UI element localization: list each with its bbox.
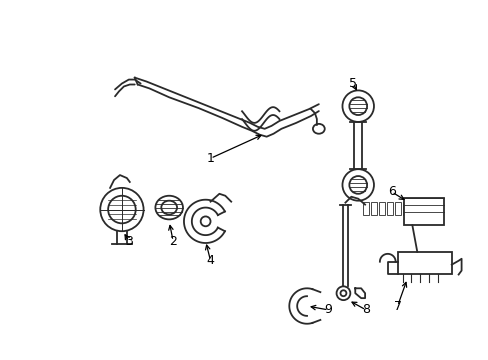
- Text: 8: 8: [361, 303, 369, 316]
- Circle shape: [200, 216, 210, 226]
- Text: 9: 9: [324, 303, 332, 316]
- Text: 5: 5: [348, 77, 357, 90]
- Ellipse shape: [161, 201, 177, 215]
- Ellipse shape: [312, 124, 324, 134]
- FancyBboxPatch shape: [404, 198, 443, 225]
- Bar: [386, 202, 392, 215]
- Bar: [363, 202, 368, 215]
- Text: 7: 7: [393, 300, 401, 312]
- Circle shape: [348, 176, 366, 194]
- Bar: [402, 202, 407, 215]
- FancyBboxPatch shape: [397, 252, 451, 274]
- Circle shape: [100, 188, 143, 231]
- Ellipse shape: [155, 196, 183, 219]
- Text: 4: 4: [206, 254, 214, 267]
- Circle shape: [342, 169, 373, 201]
- Circle shape: [340, 290, 346, 296]
- Text: 2: 2: [169, 235, 177, 248]
- Text: 3: 3: [124, 235, 132, 248]
- Text: 6: 6: [387, 185, 395, 198]
- Circle shape: [342, 90, 373, 122]
- Circle shape: [348, 97, 366, 115]
- Text: 1: 1: [206, 152, 214, 165]
- Bar: [370, 202, 376, 215]
- Circle shape: [108, 196, 136, 223]
- Bar: [378, 202, 384, 215]
- Bar: [394, 202, 400, 215]
- Circle shape: [336, 286, 349, 300]
